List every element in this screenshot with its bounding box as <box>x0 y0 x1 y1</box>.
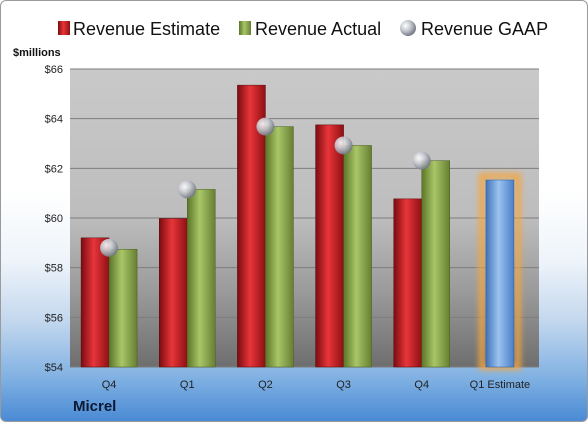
bar-revenue-actual <box>343 145 372 368</box>
legend-item-estimate: Revenue Estimate <box>58 19 220 39</box>
y-tick-label: $58 <box>45 263 63 275</box>
gridlines <box>70 68 539 368</box>
y-tick-label: $62 <box>45 163 63 175</box>
legend-item-gaap: Revenue GAAP <box>400 19 548 39</box>
x-axis-ticks: Q4 Q1 Q2 Q3 Q4 Q1 Estimate <box>102 379 530 391</box>
company-name: Micrel <box>73 398 117 415</box>
y-tick-label: $64 <box>45 114 63 126</box>
x-tick-label: Q1 Estimate <box>470 379 531 391</box>
bar-revenue-actual <box>265 126 294 368</box>
legend: Revenue Estimate Revenue Actual Revenue … <box>58 19 548 39</box>
gaap-marker <box>334 136 353 155</box>
legend-label-estimate: Revenue Estimate <box>73 19 220 39</box>
y-tick-label: $54 <box>45 362 63 374</box>
gaap-marker <box>178 180 197 199</box>
y-tick-label: $66 <box>45 64 63 76</box>
x-tick-label: Q4 <box>414 379 429 391</box>
bar-revenue-actual <box>108 249 138 368</box>
legend-swatch-estimate <box>58 21 70 35</box>
x-tick-label: Q3 <box>336 379 351 391</box>
y-axis-unit-label: $millions <box>13 47 61 59</box>
legend-label-gaap: Revenue GAAP <box>421 19 548 39</box>
bar-revenue-estimate <box>315 124 344 368</box>
gaap-markers <box>100 117 431 257</box>
x-tick-label: Q1 <box>180 379 195 391</box>
gaap-marker <box>256 117 275 136</box>
gaap-marker <box>412 151 431 170</box>
bars <box>80 84 521 370</box>
bar-revenue-estimate <box>159 218 188 368</box>
bar-revenue-actual <box>187 189 216 368</box>
bar-revenue-estimate <box>80 237 110 368</box>
x-tick-label: Q2 <box>258 379 273 391</box>
y-axis-ticks: $54 $56 $58 $60 $62 $64 $66 <box>45 64 63 374</box>
legend-item-actual: Revenue Actual <box>239 19 381 39</box>
legend-label-actual: Revenue Actual <box>255 19 381 39</box>
bar-revenue-actual <box>421 160 450 368</box>
y-tick-label: $60 <box>45 213 63 225</box>
legend-marker-gaap <box>400 20 416 36</box>
bar-revenue-estimate <box>393 198 422 368</box>
x-tick-label: Q4 <box>102 379 117 391</box>
gaap-marker <box>100 238 119 257</box>
bar-q1-estimate <box>485 179 515 368</box>
y-tick-label: $56 <box>45 312 63 324</box>
legend-swatch-actual <box>239 21 251 35</box>
